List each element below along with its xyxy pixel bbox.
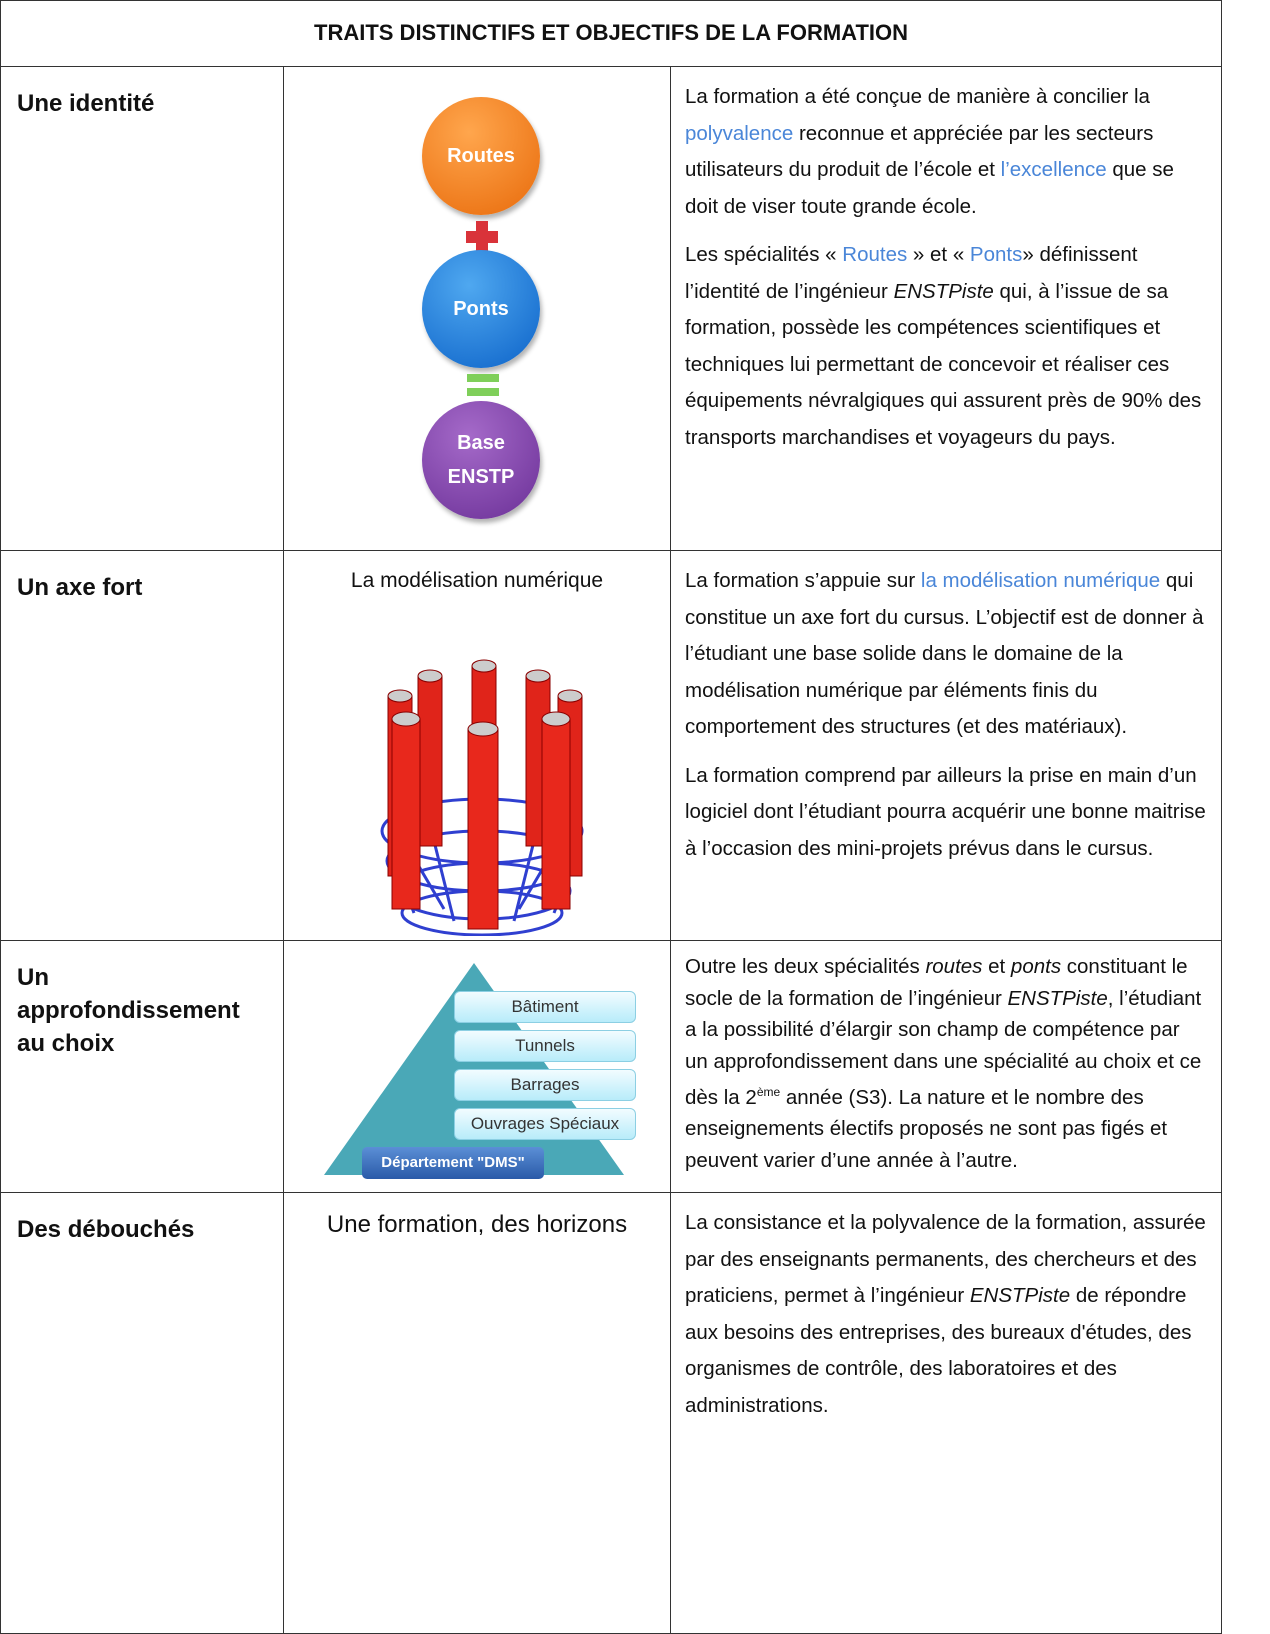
pyramid-level: Barrages — [454, 1069, 636, 1101]
text: La formation a été conçue de manière à c… — [685, 85, 1150, 108]
emphasis: routes — [925, 955, 983, 978]
text: qui, à l’issue de sa formation, possède … — [685, 279, 1202, 449]
pyramid-base: Département "DMS" — [362, 1147, 544, 1179]
text: et — [982, 955, 1011, 978]
circle: Base ENSTP — [422, 401, 540, 519]
text-cell: La formation s’appuie sur la modélisatio… — [670, 550, 1222, 941]
diagram-cell: Routes Ponts Base ENSTP — [283, 66, 671, 551]
text: » définissent l’identité de l’ingénieur — [685, 243, 1138, 303]
text: » et « — [907, 243, 970, 266]
text: reconnue et appréciée par les secteurs u… — [685, 121, 1154, 182]
paragraph: La formation s’appuie sur la modélisatio… — [685, 563, 1207, 746]
highlight: la modélisation numérique — [920, 569, 1161, 592]
emphasis: ENSTPiste — [969, 1284, 1071, 1307]
diagram-cell: Bâtiment Tunnels Barrages Ouvrages Spéci… — [283, 940, 671, 1193]
circle: Ponts — [422, 250, 540, 368]
row-label: Des débouchés — [0, 1192, 284, 1634]
text: constituant le socle de la formation de … — [685, 955, 1188, 1010]
text: Outre les deux spécialités — [685, 955, 926, 978]
text: Les spécialités « — [685, 243, 843, 266]
diagram-cell: La modélisation numérique — [283, 550, 671, 941]
text: La formation comprend par ailleurs la pr… — [685, 763, 1206, 860]
text: qui constitue un axe fort du cursus. L’o… — [685, 569, 1204, 738]
equals-sign — [467, 374, 499, 396]
highlight: Routes — [842, 243, 908, 266]
tower-illustration — [380, 659, 584, 936]
text: que se doit de viser toute grande école. — [685, 158, 1174, 218]
plus-sign — [466, 221, 498, 253]
pyramid-level: Ouvrages Spéciaux — [454, 1108, 636, 1140]
pyramid-level: Tunnels — [454, 1030, 636, 1062]
caption-cell: Une formation, des horizons — [283, 1192, 671, 1634]
text-cell: La consistance et la polyvalence de la f… — [670, 1192, 1222, 1634]
paragraph: La formation a été conçue de manière à c… — [685, 79, 1207, 225]
emphasis: ENSTPiste — [1007, 986, 1108, 1010]
highlight: l’excellence — [1000, 158, 1107, 181]
emphasis: ENSTPiste — [893, 279, 994, 303]
emphasis: ponts — [1010, 955, 1062, 978]
circle: Routes — [422, 97, 540, 215]
row-label: Un axe fort — [0, 550, 284, 941]
paragraph: La formation comprend par ailleurs la pr… — [685, 758, 1207, 868]
text: , l’étudiant a la possibilité d’élargir … — [685, 986, 1202, 1109]
text: La formation s’appuie sur — [685, 569, 921, 592]
caption: Une formation, des horizons — [326, 1211, 628, 1238]
text-cell: Outre les deux spécialités routes et pon… — [670, 940, 1222, 1193]
title: TRAITS DISTINCTIFS ET OBJECTIFS DE LA FO… — [0, 0, 1222, 67]
row-label: Une identité — [0, 66, 284, 551]
caption: La modélisation numérique — [350, 569, 604, 592]
paragraph: La consistance et la polyvalence de la f… — [685, 1205, 1207, 1424]
text: année (S3). La nature et le nombre des e… — [685, 1085, 1168, 1172]
highlight: polyvalence — [685, 121, 794, 145]
pyramid-level: Bâtiment — [454, 991, 636, 1023]
row-label: Un approfondissement au choix — [0, 940, 284, 1193]
highlight: Ponts — [969, 243, 1023, 266]
superscript: ème — [756, 1085, 781, 1099]
text-cell: La formation a été conçue de manière à c… — [670, 66, 1222, 551]
text: La consistance et la polyvalence de la f… — [685, 1211, 1206, 1307]
text: de répondre aux besoins des entreprises,… — [685, 1284, 1192, 1417]
paragraph: Outre les deux spécialités routes et pon… — [685, 951, 1207, 1176]
paragraph: Les spécialités « Routes » et « Ponts» d… — [685, 237, 1207, 456]
